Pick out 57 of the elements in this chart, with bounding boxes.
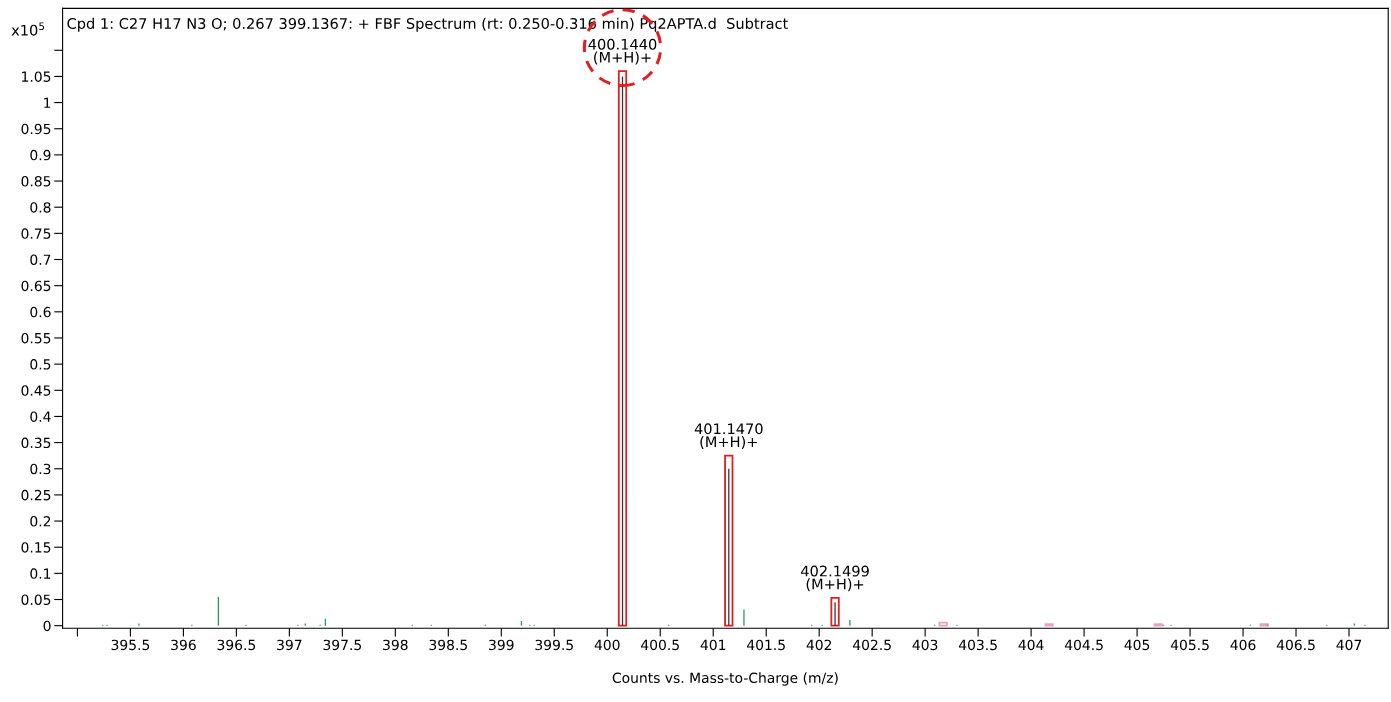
x-axis-title: Counts vs. Mass-to-Charge (m/z) [612,672,838,686]
y-tick-label: 0 [43,620,51,632]
x-tick-label: 397 [277,639,302,651]
x-tick-label: 400 [594,639,620,651]
y-tick-label: 0.55 [21,332,51,344]
y-tick-label: 0.35 [21,437,51,449]
y-tick-label: 0.7 [30,254,51,265]
x-tick-label: 404 [1018,639,1044,651]
y-tick-label: 0.8 [30,202,51,213]
y-tick-label: 0.5 [30,359,51,370]
x-tick-label: 401.5 [747,639,785,651]
annotation: 401.1470 (M+H)+ [694,423,763,449]
x-tick-label: 396.5 [217,639,256,651]
y-axis-title: x10$^{5}$ [11,22,45,36]
bar [724,454,734,627]
x-tick-label: 399.5 [535,639,573,651]
bar [1044,623,1054,627]
y-tick-label: 0.4 [30,411,51,422]
x-tick-label: 395.5 [111,639,150,651]
annotation: 402.1499 (M+H)+ [800,565,869,592]
y-tick-label: 0.85 [21,176,51,187]
annotation: 400.1440 (M+H)+ [588,38,657,65]
bar [938,621,948,627]
y-tick-label: 0.9 [30,149,51,161]
bar [1153,623,1163,627]
x-tick-label: 402.5 [852,639,891,651]
x-tick-label: 406.5 [1276,639,1315,651]
x-tick-label: 403 [912,639,938,651]
x-tick-label: 400.5 [641,639,679,651]
y-tick-label: 0.6 [30,306,51,318]
x-tick-label: 405.5 [1170,639,1209,651]
y-tick-label: 0.2 [30,516,51,527]
x-tick-label: 406 [1230,639,1256,651]
y-tick-label: 0.25 [21,489,51,501]
x-tick-label: 398 [383,639,408,651]
y-tick-label: 0.05 [21,594,51,605]
y-tick-label: 0.65 [21,280,51,292]
y-tick-label: 1 [44,97,51,108]
y-tick-label: 0.1 [30,568,51,579]
y-tick-label: 0.15 [21,542,51,553]
y-tick-label: 0.3 [30,463,51,475]
x-tick-label: 402 [806,639,832,651]
y-tick-label: 0.75 [21,228,51,239]
y-tick-label: 0.95 [21,123,51,135]
x-tick-label: 407 [1336,639,1362,651]
y-tick-label: 1.05 [22,71,51,82]
x-tick-label: 404.5 [1064,639,1103,651]
x-tick-label: 403.5 [958,639,997,651]
x-tick-label: 401 [700,639,726,651]
bar [1259,623,1269,627]
x-tick-label: 405 [1124,639,1150,651]
x-tick-label: 396 [171,639,196,651]
x-tick-label: 398.5 [429,639,467,651]
x-tick-label: 399 [489,639,514,651]
bar [830,597,840,627]
x-tick-label: 397.5 [323,639,362,651]
y-tick-label: 0.45 [21,385,51,396]
